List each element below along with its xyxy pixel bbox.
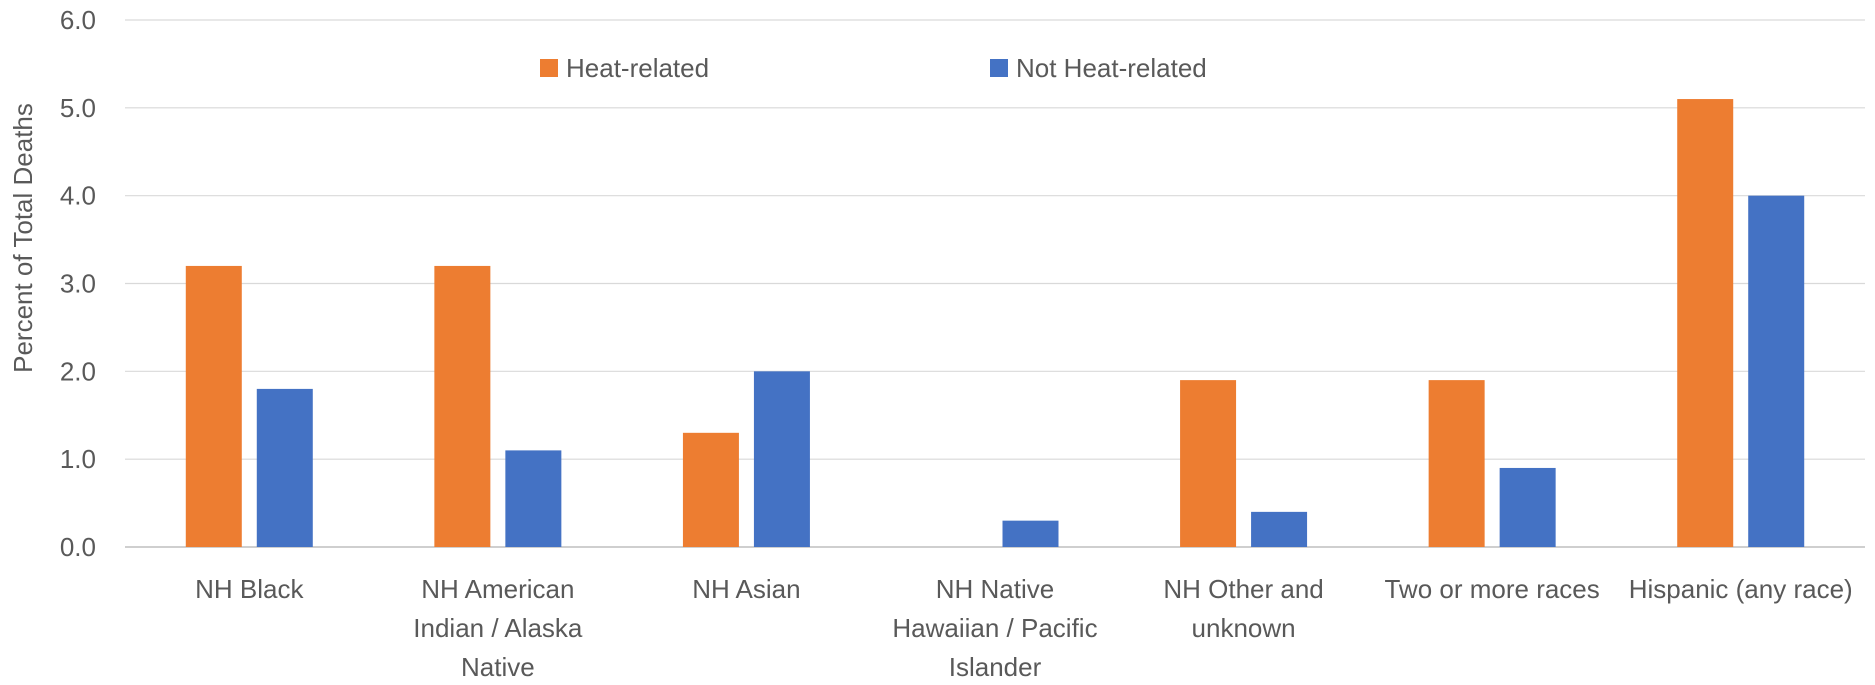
bar-not-heat-related [505, 450, 562, 547]
bar-heat-related [682, 432, 739, 547]
legend-swatch [540, 59, 558, 77]
x-category-label-line: Hawaiian / Pacific [892, 613, 1097, 643]
bars [185, 99, 1805, 548]
axes: 0.0 1.0 2.0 3.0 4.0 5.0 6.0 NH Black NH American… [60, 5, 1853, 682]
x-category-label-line: NH American [421, 574, 574, 604]
bar-heat-related [1180, 380, 1237, 547]
legend: Heat-related Not Heat-related [540, 53, 1207, 83]
x-category-label-line: NH Asian [692, 574, 800, 604]
x-category-label: NH American Indian / Alaska Native [413, 574, 583, 680]
x-category-label-line: NH Other and [1163, 574, 1323, 604]
x-category-label-line: Islander [949, 652, 1042, 680]
x-category-label: NH Other and unknown [1163, 574, 1323, 643]
bar-heat-related [1428, 380, 1485, 547]
bar-not-heat-related [256, 388, 313, 547]
x-category-label-line: Indian / Alaska [413, 613, 583, 643]
y-tick-label: 2.0 [60, 356, 96, 386]
x-category-label: NH Asian [692, 574, 800, 604]
gridlines [125, 19, 1865, 548]
x-category-label-line: Two or more races [1384, 574, 1599, 604]
y-tick-label: 1.0 [60, 444, 96, 474]
y-tick-label: 6.0 [60, 5, 96, 35]
x-category-label-line: unknown [1192, 613, 1296, 643]
x-category-label-line: NH Native [936, 574, 1054, 604]
x-category-label: NH Native Hawaiian / Pacific Islander [892, 574, 1097, 680]
x-category-label-line: Hispanic (any race) [1629, 574, 1853, 604]
x-category-label: Hispanic (any race) [1629, 574, 1853, 604]
legend-label: Not Heat-related [1016, 53, 1207, 83]
bar-not-heat-related [1499, 467, 1556, 547]
y-axis-title: Percent of Total Deaths [8, 103, 38, 373]
bar-not-heat-related [1748, 195, 1805, 547]
bar-heat-related [1677, 99, 1734, 548]
bar-heat-related [185, 265, 242, 547]
x-category-label: NH Black [195, 574, 304, 604]
x-category-label: Two or more races [1384, 574, 1599, 604]
x-category-label-line: NH Black [195, 574, 304, 604]
legend-label: Heat-related [566, 53, 709, 83]
bar-heat-related [434, 265, 491, 547]
bar-not-heat-related [1002, 520, 1059, 547]
y-tick-label: 3.0 [60, 269, 96, 299]
y-tick-label: 0.0 [60, 532, 96, 562]
y-tick-label: 4.0 [60, 181, 96, 211]
y-tick-label: 5.0 [60, 93, 96, 123]
x-category-label-line: Native [461, 652, 535, 680]
legend-swatch [990, 59, 1008, 77]
bar-not-heat-related [1251, 511, 1308, 547]
bar-not-heat-related [753, 371, 810, 547]
